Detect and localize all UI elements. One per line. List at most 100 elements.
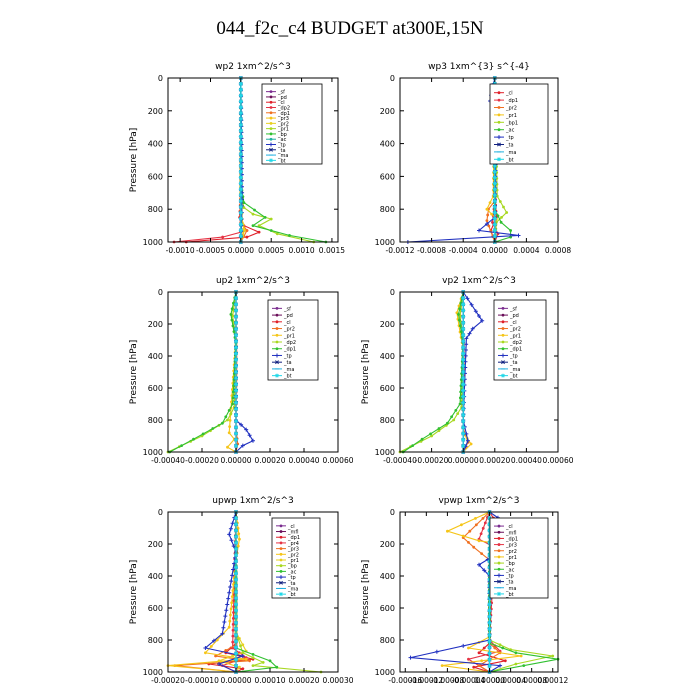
data-point <box>234 413 238 418</box>
data-point <box>487 522 492 527</box>
legend-marker <box>497 555 501 559</box>
chart-panel-3: up2 1xm^2/s^3 Pressure [hPa] 0 200 400 600 800… <box>129 276 354 465</box>
data-point <box>463 365 468 370</box>
legend-marker <box>497 561 501 565</box>
x-tick-label: 0.0005 <box>258 246 284 255</box>
data-point <box>499 220 503 224</box>
data-point <box>275 232 279 236</box>
legend-marker <box>279 558 283 562</box>
legend-label: _pd <box>283 313 293 319</box>
legend-label: _ta <box>505 580 514 586</box>
x-tick-label: 0.0000 <box>482 246 508 255</box>
data-point <box>234 437 238 442</box>
data-point <box>269 229 273 232</box>
chart-title: vp2 1xm^2/s^3 <box>442 276 516 286</box>
data-point <box>242 201 246 205</box>
x-tick-label: -0.00040 <box>151 456 185 465</box>
series-line <box>399 291 464 453</box>
legend-marker <box>497 573 501 578</box>
legend-marker <box>497 549 501 553</box>
data-point <box>465 438 470 443</box>
legend-marker <box>497 157 501 162</box>
x-tick-label: -0.0010 <box>166 246 195 255</box>
data-point <box>468 529 472 533</box>
data-point <box>238 152 243 157</box>
data-point <box>487 565 492 570</box>
legend-label: _cl <box>287 524 295 530</box>
data-point <box>234 394 238 399</box>
x-tick-label: 0.00010 <box>254 676 285 685</box>
data-point <box>228 619 232 623</box>
data-point <box>238 210 243 215</box>
data-point <box>203 646 208 650</box>
legend-label: _pr2 <box>277 121 289 127</box>
data-point <box>457 313 460 316</box>
data-point <box>227 532 232 537</box>
data-point <box>492 193 497 198</box>
data-point <box>461 314 466 319</box>
data-point <box>483 521 487 525</box>
data-point <box>472 665 476 669</box>
series-dp1 <box>401 290 465 454</box>
data-point <box>239 422 244 427</box>
data-point <box>452 418 456 422</box>
data-point <box>238 128 243 133</box>
data-point <box>486 213 490 217</box>
data-point <box>242 206 246 209</box>
x-tick-label: 0.00008 <box>516 676 547 685</box>
legend-label: _ma <box>277 153 288 159</box>
legend-marker <box>497 113 501 117</box>
data-point <box>245 235 249 239</box>
y-tick-label: 600 <box>148 384 163 393</box>
legend-marker <box>497 530 501 534</box>
data-point <box>503 659 507 663</box>
data-point <box>209 645 213 648</box>
legend-label: _pd <box>509 313 519 319</box>
data-point <box>234 645 238 650</box>
data-point <box>231 567 236 572</box>
data-point <box>492 175 497 180</box>
legend-label: _tp <box>505 573 514 579</box>
data-point <box>487 596 492 601</box>
data-point <box>473 309 478 314</box>
legend-item: _dp2 <box>266 106 290 112</box>
legend-item: _pd <box>272 313 293 319</box>
data-point <box>461 326 466 331</box>
data-point <box>461 406 466 411</box>
data-point <box>238 169 243 174</box>
data-point <box>234 663 238 668</box>
y-axis-label: Pressure [hPa] <box>129 560 139 625</box>
data-point <box>461 431 466 436</box>
data-point <box>456 412 460 415</box>
data-point <box>234 443 238 448</box>
data-point <box>234 651 238 656</box>
data-point <box>509 229 512 232</box>
y-tick-label: 200 <box>380 320 395 329</box>
legend-marker <box>279 530 283 533</box>
y-tick-label: 0 <box>390 508 395 517</box>
data-point <box>461 425 466 430</box>
data-point <box>231 396 235 400</box>
legend-marker <box>275 327 279 330</box>
legend-item: _pr1 <box>494 555 517 561</box>
legend-item: _dp1 <box>494 98 518 104</box>
data-point <box>201 432 205 436</box>
data-point <box>263 216 267 219</box>
data-point <box>458 318 461 322</box>
chart-title: wp2 1xm^2/s^3 <box>215 62 291 72</box>
y-tick-label: 800 <box>380 636 395 645</box>
data-point <box>481 526 485 530</box>
legend-marker <box>497 524 501 528</box>
data-point <box>229 607 233 611</box>
plot-frame <box>399 291 559 453</box>
data-point <box>487 633 492 638</box>
data-point <box>257 224 261 228</box>
data-point <box>238 187 243 192</box>
data-point <box>234 590 238 594</box>
data-point <box>251 653 255 656</box>
legend-label: _tp <box>505 135 514 141</box>
legend-label: _pr3 <box>277 116 289 122</box>
data-point <box>238 99 243 104</box>
data-point <box>454 409 458 412</box>
data-point <box>461 351 466 356</box>
